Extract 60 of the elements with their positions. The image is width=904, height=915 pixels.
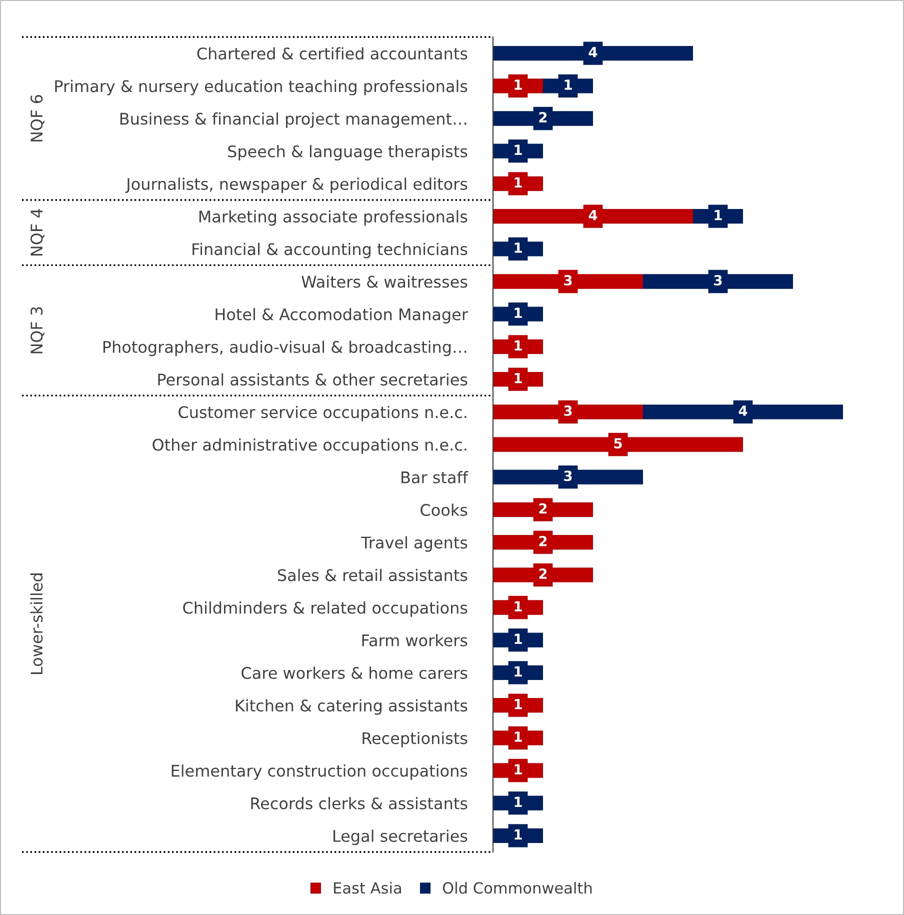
- data-label: 1: [514, 732, 522, 742]
- y-tick-label: Bar staff: [402, 471, 468, 484]
- y-tick-label: Customer service occupations n.e.c.: [178, 406, 466, 422]
- y-tick-label: Care workers & home carers: [242, 666, 468, 679]
- y-tick-label: Business & financial project management…: [120, 112, 466, 128]
- data-label: 1: [564, 80, 572, 90]
- data-label: 1: [514, 80, 522, 90]
- y-tick-label: Marketing associate professionals: [199, 210, 468, 226]
- data-label: 1: [514, 308, 522, 318]
- data-label: 3: [564, 275, 572, 286]
- data-label: 1: [514, 340, 522, 351]
- legend-label: Old Commonwealth: [442, 882, 592, 894]
- y-tick-label: Speech & language therapists: [228, 145, 468, 160]
- y-tick-label: Cooks: [420, 504, 468, 516]
- y-tick-label: Hotel & Accomodation Manager: [216, 308, 468, 324]
- data-label: 3: [564, 405, 572, 416]
- data-label: 1: [514, 666, 522, 677]
- y-tick-label: Travel agents: [360, 536, 468, 552]
- data-label: 1: [514, 373, 522, 384]
- y-tick-label: Kitchen & catering assistants: [236, 699, 468, 715]
- y-tick-label: Chartered & certified accountants: [197, 47, 468, 60]
- data-label: 2: [539, 503, 547, 514]
- data-label: 4: [738, 406, 748, 416]
- y-tick-label: Personal assistants & other secretaries: [158, 373, 468, 386]
- data-label: 1: [514, 764, 522, 774]
- data-label: 1: [514, 242, 522, 253]
- data-label: 3: [564, 470, 572, 482]
- y-tick-label: Records clerks & assistants: [251, 797, 468, 810]
- y-tick-label: Receptionists: [362, 732, 468, 748]
- y-tick-label: Elementary construction occupations: [172, 764, 468, 780]
- y-tick-label: Financial & accounting technicians: [192, 242, 468, 258]
- y-tick-label: Primary & nursery education teaching professionals: [55, 80, 468, 96]
- y-tick-label: Sales & retail assistants: [278, 568, 468, 582]
- text: NQF 3: [30, 307, 44, 354]
- data-label: 1: [514, 144, 522, 155]
- data-label: 1: [514, 699, 522, 710]
- data-label: 1: [514, 634, 522, 644]
- text: NQF 4: [30, 209, 44, 256]
- data-label: 1: [514, 796, 522, 807]
- data-label: 1: [514, 829, 522, 840]
- data-label: 2: [539, 568, 547, 579]
- data-label: 4: [588, 47, 598, 58]
- data-label: 1: [714, 210, 722, 220]
- y-tick-label: Waiters & waitresses: [302, 275, 468, 288]
- text: Lower-skilled: [30, 574, 43, 674]
- y-tick-label: Childminders & related occupations: [183, 601, 468, 617]
- text: NQF 6: [30, 95, 44, 142]
- data-label: 3: [714, 275, 722, 286]
- data-label: 1: [514, 177, 522, 188]
- data-label: 2: [539, 112, 547, 122]
- data-label: 2: [539, 536, 547, 546]
- y-tick-label: Journalists, newspaper & periodical editors: [125, 178, 468, 194]
- data-label: 4: [588, 210, 598, 220]
- y-tick-label: Farm workers: [362, 634, 468, 646]
- data-label: 5: [614, 438, 622, 449]
- y-tick-label: Other administrative occupations n.e.c.: [152, 438, 466, 454]
- y-tick-label: Legal secretaries: [334, 830, 468, 846]
- data-label: 1: [514, 601, 522, 612]
- y-tick-label: Photographers, audio-visual & broadcasting…: [103, 340, 466, 356]
- legend-label: East Asia: [334, 882, 401, 894]
